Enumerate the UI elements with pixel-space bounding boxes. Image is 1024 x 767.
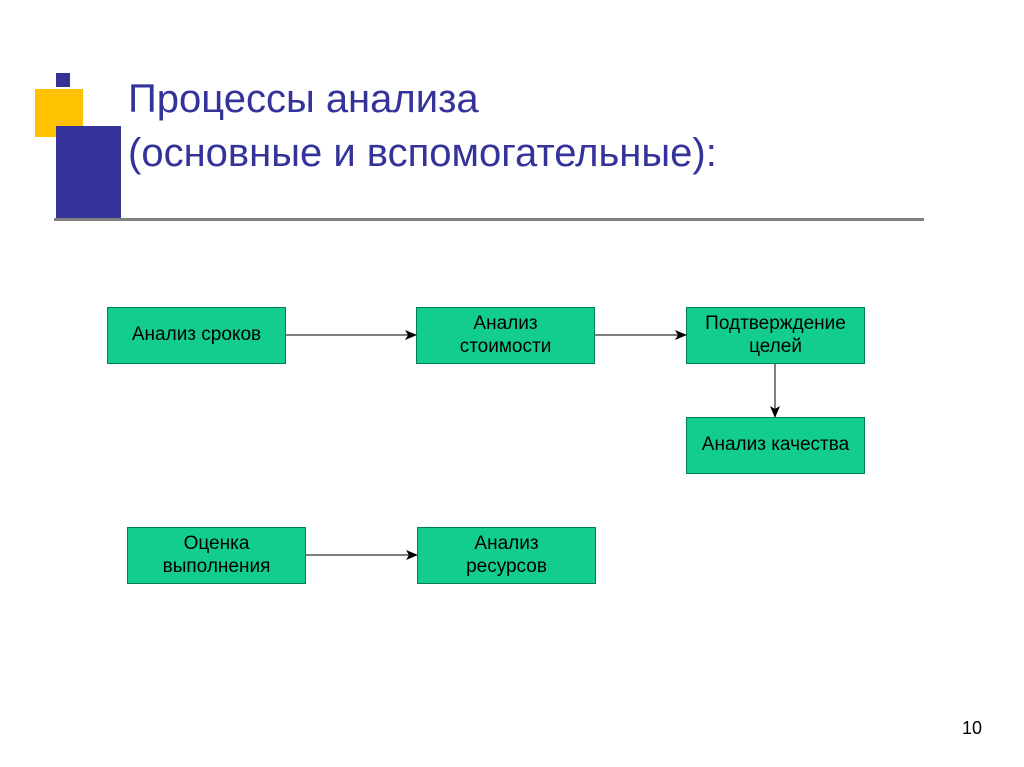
flowchart-arrows [0,0,1024,767]
page-number: 10 [962,718,982,739]
